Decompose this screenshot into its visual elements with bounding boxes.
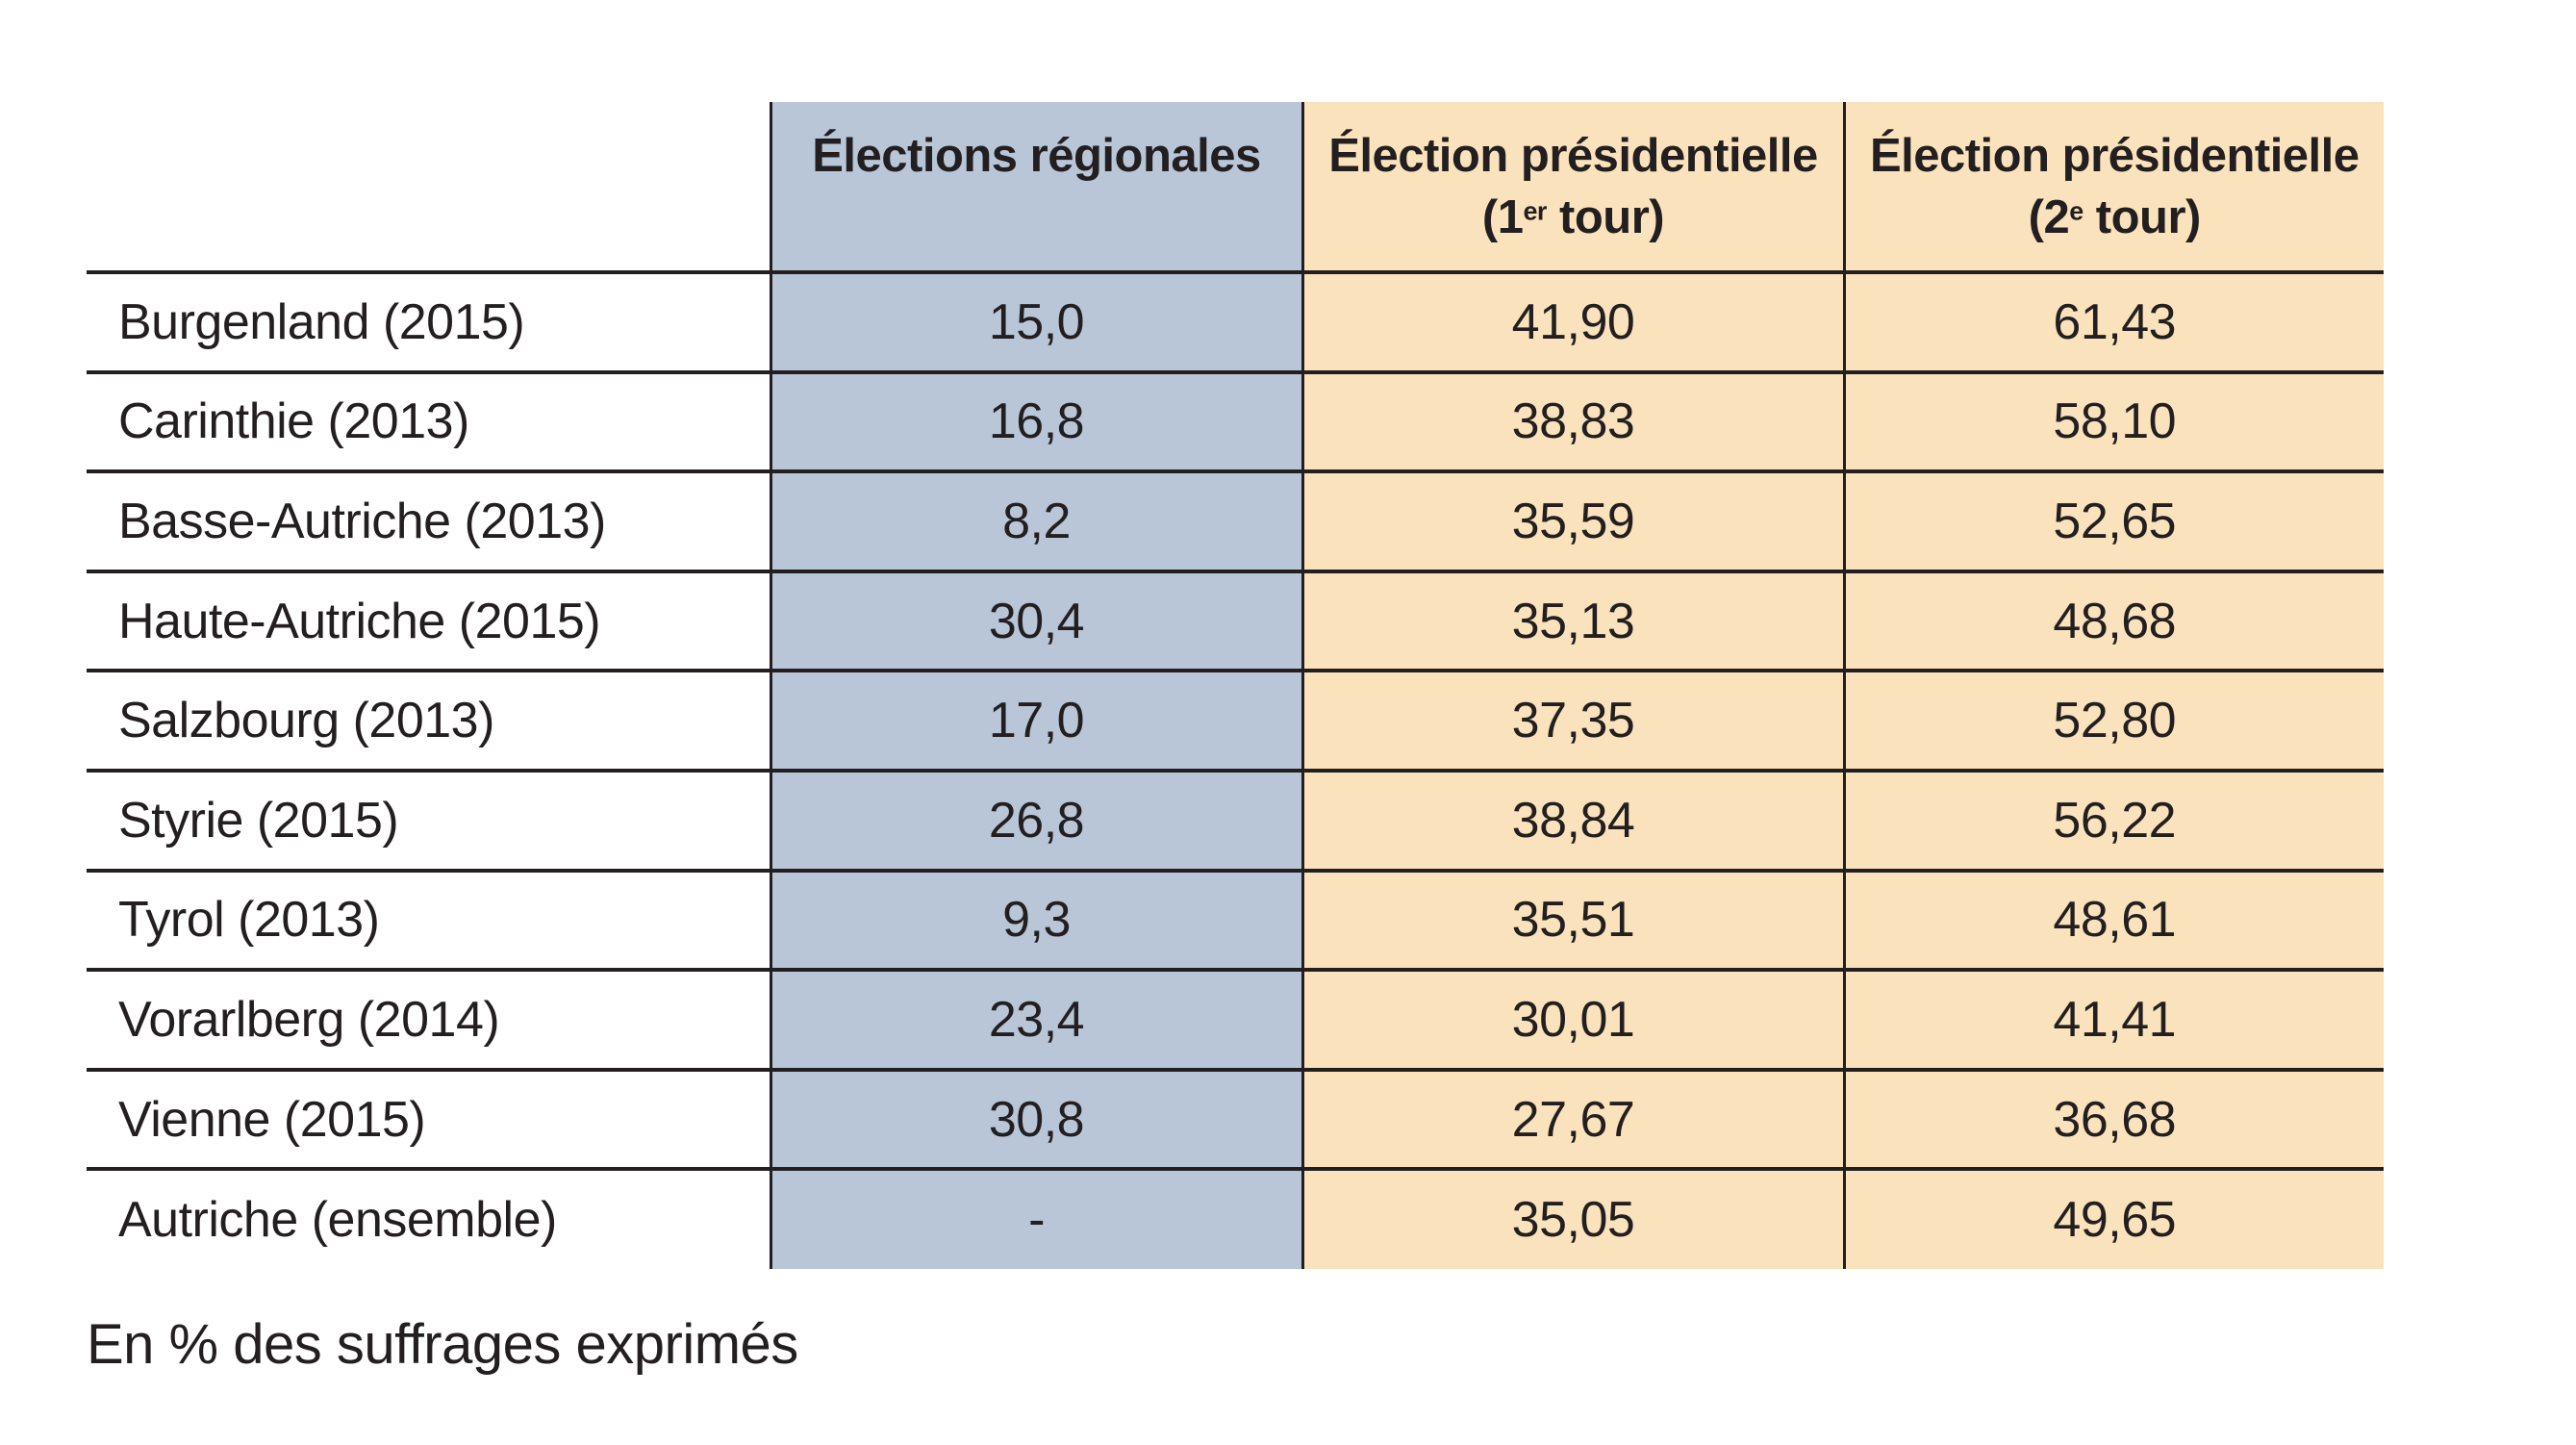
table-row: Vienne (2015) 30,8 27,67 36,68	[87, 1069, 2384, 1172]
region-cell: Tyrol (2013)	[87, 870, 770, 973]
pres1-value-cell: 30,01	[1301, 970, 1844, 1072]
pres2-sub-close: tour)	[2083, 191, 2202, 243]
region-cell: Basse-Autriche (2013)	[87, 471, 770, 573]
pres1-sub-close: tour)	[1546, 191, 1665, 243]
pres1-sub-open: (1	[1481, 191, 1524, 243]
table-row: Salzbourg (2013) 17,0 37,35 52,80	[87, 671, 2384, 773]
col-header-regional: Élections régionales	[769, 102, 1302, 274]
election-results-table: Élections régionales Élection présidenti…	[87, 102, 2384, 1269]
col-header-regional-label: Élections régionales	[812, 130, 1261, 182]
pres2-value-cell: 56,22	[1842, 770, 2384, 873]
header-row: Élections régionales Élection présidenti…	[87, 102, 2384, 274]
region-cell: Haute-Autriche (2015)	[87, 570, 770, 673]
col-header-pres1-title: Élection présidentielle	[1328, 130, 1818, 182]
region-cell: Carinthie (2013)	[87, 371, 770, 474]
pres2-value-cell: 36,68	[1842, 1069, 2384, 1172]
pres1-value-cell: 27,67	[1301, 1069, 1844, 1172]
regional-value-cell: 9,3	[769, 870, 1302, 973]
pres1-value-cell: 41,90	[1301, 272, 1844, 374]
pres1-sub-sup: er	[1523, 196, 1547, 226]
table-row: Tyrol (2013) 9,3 35,51 48,61	[87, 870, 2384, 973]
region-cell: Vienne (2015)	[87, 1069, 770, 1172]
col-header-pres1: Élection présidentielle (1er tour)	[1301, 102, 1844, 274]
region-cell: Styrie (2015)	[87, 770, 770, 873]
regional-value-cell: 30,4	[769, 570, 1302, 673]
region-cell: Autriche (ensemble)	[87, 1169, 770, 1269]
col-header-pres2: Élection présidentielle (2e tour)	[1842, 102, 2384, 274]
pres2-value-cell: 58,10	[1842, 371, 2384, 474]
table-row: Vorarlberg (2014) 23,4 30,01 41,41	[87, 970, 2384, 1072]
pres1-value-cell: 35,13	[1301, 570, 1844, 673]
regional-value-cell: 26,8	[769, 770, 1302, 873]
regional-value-cell: 8,2	[769, 471, 1302, 573]
regional-value-cell: 16,8	[769, 371, 1302, 474]
corner-cell	[87, 102, 770, 274]
col-header-pres1-subtitle: (1er tour)	[1305, 187, 1843, 248]
regional-value-cell: -	[769, 1169, 1302, 1269]
table-row: Carinthie (2013) 16,8 38,83 58,10	[87, 371, 2384, 474]
pres1-value-cell: 37,35	[1301, 671, 1844, 773]
region-cell: Vorarlberg (2014)	[87, 970, 770, 1072]
table-row: Haute-Autriche (2015) 30,4 35,13 48,68	[87, 570, 2384, 673]
region-cell: Salzbourg (2013)	[87, 671, 770, 773]
col-header-pres2-subtitle: (2e tour)	[1847, 187, 2384, 248]
pres1-value-cell: 38,83	[1301, 371, 1844, 474]
pres1-value-cell: 35,51	[1301, 870, 1844, 973]
pres1-value-cell: 35,59	[1301, 471, 1844, 573]
table-row: Autriche (ensemble) -35,05 49,65	[87, 1169, 2384, 1269]
regional-value-cell: 15,0	[769, 272, 1302, 374]
table-row: Burgenland (2015) 15,0 41,90 61,43	[87, 272, 2384, 374]
regional-value-cell: 30,8	[769, 1069, 1302, 1172]
region-cell: Burgenland (2015)	[87, 272, 770, 374]
regional-value-cell: 23,4	[769, 970, 1302, 1072]
footnote: En % des suffrages exprimés	[87, 1313, 798, 1376]
pres2-value-cell: 52,65	[1842, 471, 2384, 573]
regional-value-cell: 17,0	[769, 671, 1302, 773]
pres1-value-cell: 35,05	[1301, 1169, 1844, 1269]
pres2-value-cell: 48,61	[1842, 870, 2384, 973]
col-header-pres2-title: Élection présidentielle	[1869, 130, 2360, 182]
table-row: Styrie (2015) 26,8 38,84 56,22	[87, 770, 2384, 873]
pres2-sub-open: (2	[2028, 191, 2070, 243]
pres2-value-cell: 49,65	[1842, 1169, 2384, 1269]
pres2-value-cell: 52,80	[1842, 671, 2384, 773]
pres2-value-cell: 41,41	[1842, 970, 2384, 1072]
table-row: Basse-Autriche (2013) 8,2 35,59 52,65	[87, 471, 2384, 573]
pres2-sub-sup: e	[2069, 196, 2084, 226]
pres2-value-cell: 48,68	[1842, 570, 2384, 673]
pres1-value-cell: 38,84	[1301, 770, 1844, 873]
pres2-value-cell: 61,43	[1842, 272, 2384, 374]
